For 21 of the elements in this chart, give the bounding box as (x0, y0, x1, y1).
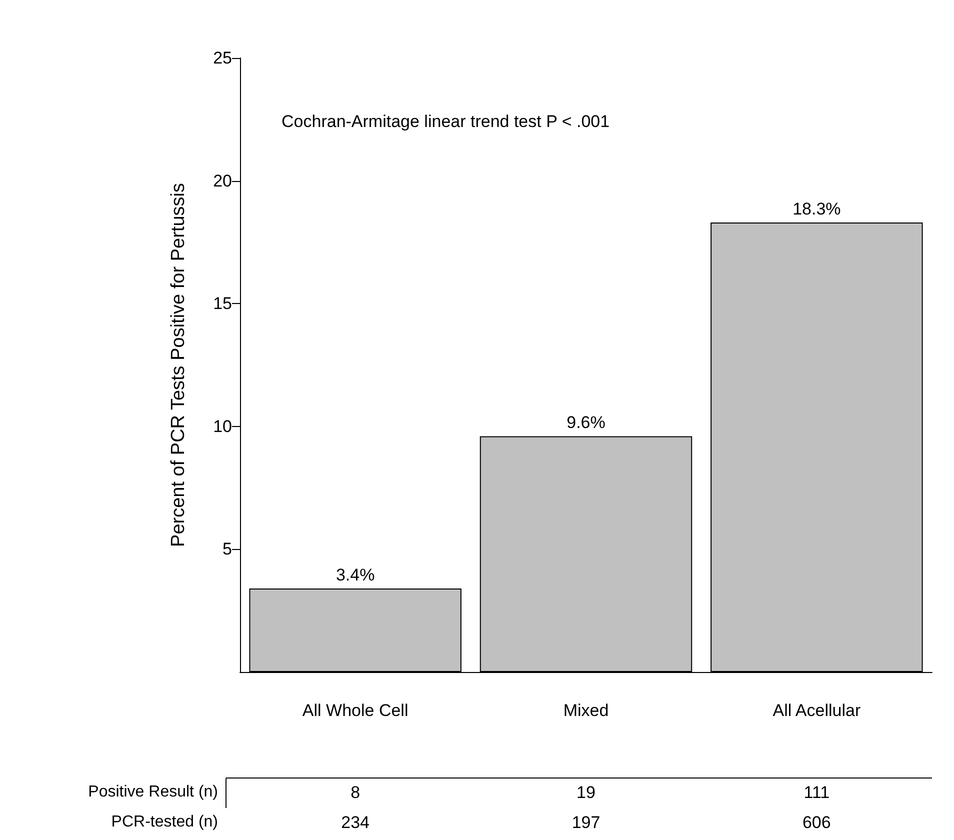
text: 197 (572, 813, 600, 832)
annotation: Cochran-Armitage linear trend test P < .001 (282, 112, 610, 131)
y-axis-title: Percent of PCR Tests Positive for Pertussis (168, 183, 189, 547)
text: 8 (350, 783, 360, 802)
data-label: 18.3% (792, 200, 841, 219)
text: 606 (802, 813, 831, 832)
text: 111 (804, 783, 830, 802)
y-tick-label: 5 (222, 540, 232, 559)
text: 234 (341, 813, 370, 832)
data-label: 3.4% (336, 565, 375, 584)
text: PCR-tested (n) (111, 814, 218, 830)
y-tick-label: 25 (213, 48, 232, 68)
x-tick-label: Mixed (563, 701, 609, 720)
x-tick-label: All Acellular (772, 701, 861, 720)
data-label: 9.6% (566, 413, 606, 432)
text: 19 (576, 783, 596, 802)
x-tick-label: All Whole Cell (302, 701, 408, 720)
y-tick-label: 10 (213, 416, 232, 436)
y-tick-label: 20 (213, 171, 232, 190)
y-tick-label: 15 (213, 294, 232, 314)
text: Positive Result (n) (88, 784, 218, 800)
